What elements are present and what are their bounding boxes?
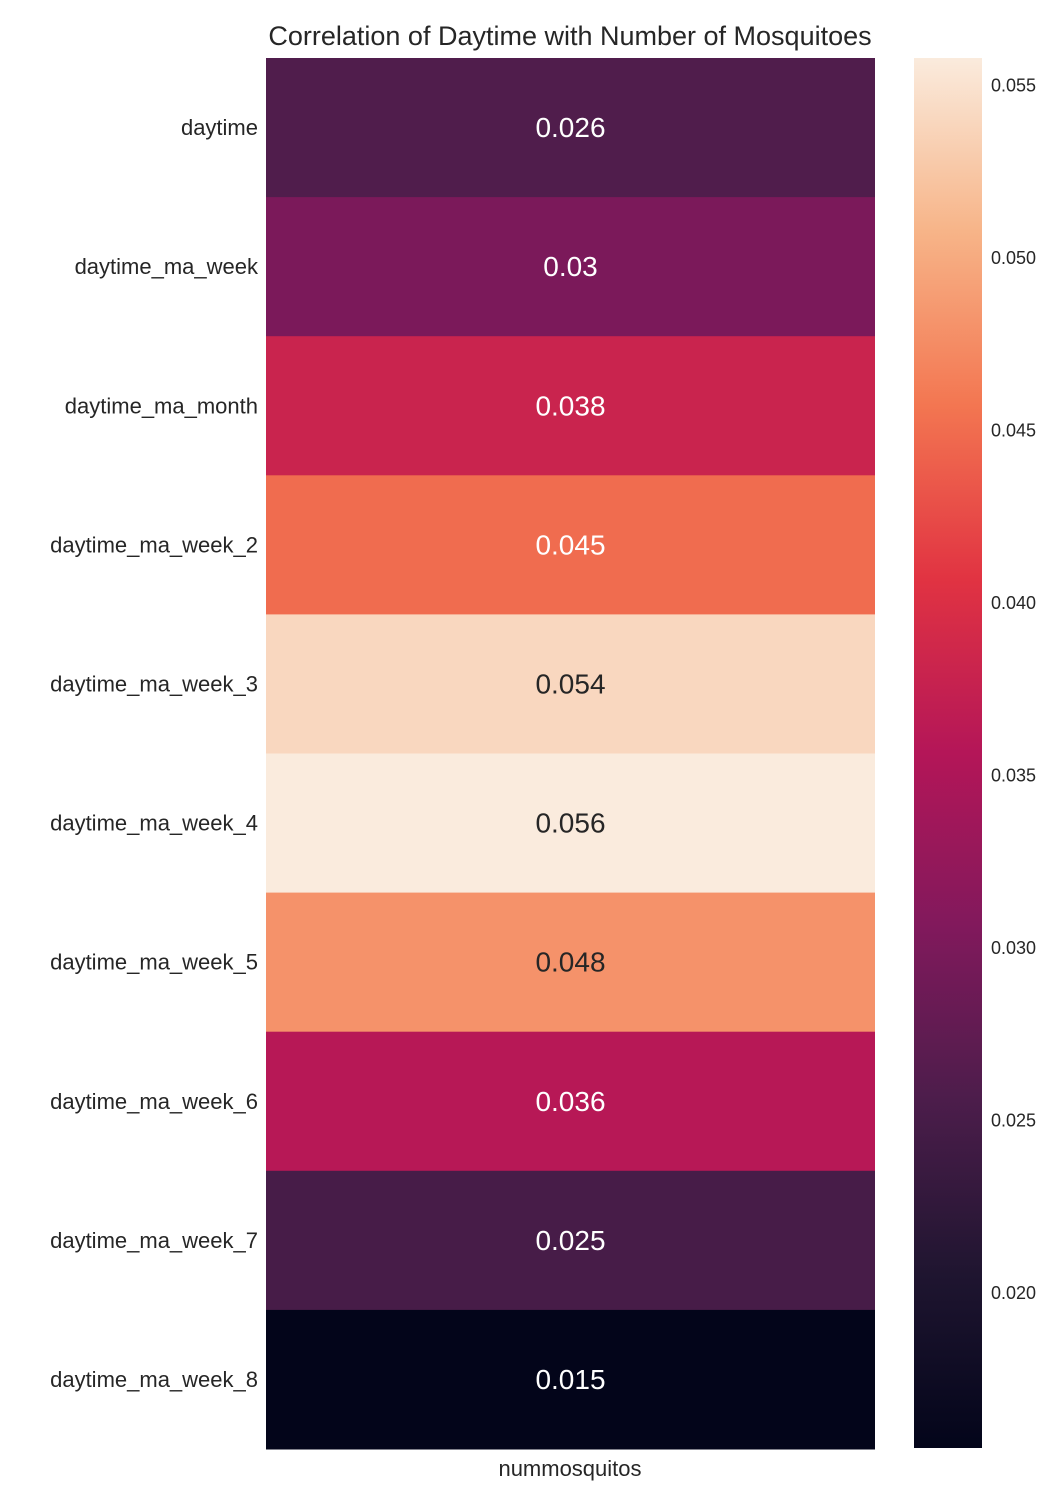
heatmap-cell [266, 614, 875, 754]
heatmap-cell [266, 1031, 875, 1172]
cell-value-label: 0.054 [535, 668, 605, 699]
row-label: daytime_ma_week_8 [50, 1367, 258, 1392]
colorbar-tick-label: 0.030 [991, 938, 1036, 958]
colorbar: 0.020 0.025 0.030 0.035 0.040 0.045 0.050 0.055 [914, 58, 1036, 1448]
colorbar-tick-label: 0.035 [991, 765, 1036, 785]
colorbar-tick-label: 0.045 [991, 421, 1036, 441]
row-label: daytime_ma_week_7 [50, 1228, 258, 1253]
heatmap-cell [266, 1309, 875, 1450]
heatmap-cell [266, 753, 875, 894]
colorbar-tick-label: 0.050 [991, 248, 1036, 268]
heatmap-cells: 0.026 0.03 0.038 0.045 0.054 0.056 0.048 0.036 0… [266, 58, 875, 1450]
colorbar-gradient [914, 58, 982, 1448]
row-label: daytime_ma_month [65, 393, 258, 418]
cell-value-label: 0.056 [535, 808, 605, 839]
cell-value-label: 0.03 [543, 251, 598, 282]
heatmap-cell [266, 58, 875, 198]
cell-value-label: 0.025 [535, 1225, 605, 1256]
row-label: daytime_ma_week [75, 254, 259, 279]
row-label: daytime [181, 115, 258, 140]
row-label: daytime_ma_week_2 [50, 532, 258, 557]
heatmap-cell [266, 197, 875, 337]
row-label: daytime_ma_week_5 [50, 950, 258, 975]
heatmap-cell [266, 892, 875, 1033]
column-label: nummosquitos [498, 1456, 641, 1481]
colorbar-ticks: 0.020 0.025 0.030 0.035 0.040 0.045 0.050 0.055 [991, 76, 1036, 1303]
colorbar-tick-label: 0.020 [991, 1283, 1036, 1303]
cell-value-label: 0.036 [535, 1086, 605, 1117]
row-label: daytime_ma_week_4 [50, 811, 258, 836]
colorbar-tick-label: 0.025 [991, 1110, 1036, 1130]
cell-value-label: 0.038 [535, 390, 605, 421]
row-label: daytime_ma_week_3 [50, 671, 258, 696]
colorbar-tick-label: 0.055 [991, 76, 1036, 96]
colorbar-tick-label: 0.040 [991, 593, 1036, 613]
cell-value-label: 0.026 [535, 112, 605, 143]
heatmap-cell [266, 336, 875, 476]
heatmap-cell [266, 475, 875, 615]
row-labels: daytime daytime_ma_week daytime_ma_monthda… [50, 115, 259, 1392]
heatmap-cell [266, 1170, 875, 1311]
cell-value-label: 0.048 [535, 947, 605, 978]
cell-value-label: 0.045 [535, 529, 605, 560]
chart-title: Correlation of Daytime with Number of Mo… [268, 21, 871, 51]
cell-value-label: 0.015 [535, 1364, 605, 1395]
row-label: daytime_ma_week_6 [50, 1089, 258, 1114]
